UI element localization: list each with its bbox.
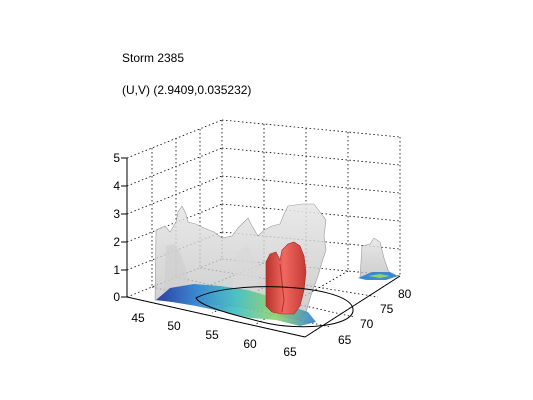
z-tick-label: 5 [113,151,120,165]
z-tick-label: 4 [113,179,120,193]
chart-title: Storm 2385 [122,51,184,65]
y-tick-label: 75 [380,302,394,316]
y-tick-labels: 65 70 75 80 [338,287,412,347]
z-tick-label: 1 [113,263,120,277]
x-tick-label: 65 [283,345,297,359]
x-tick-label: 55 [205,328,219,342]
x-tick-label: 50 [167,319,181,333]
y-tick-label: 70 [360,317,374,331]
z-tick-labels: 0 1 2 3 4 5 [113,151,120,304]
x-tick-label: 45 [131,311,145,325]
x-tick-labels: 45 50 55 60 65 [131,311,297,359]
z-tick-label: 0 [113,290,120,304]
chart-subtitle: (U,V) (2.9409,0.035232) [122,83,251,97]
y-tick-label: 80 [398,287,412,301]
z-tick-label: 2 [113,235,120,249]
base-colormap [156,272,398,326]
axis-lines [126,158,401,338]
y-tick-label: 65 [338,333,352,347]
tick-marks [121,157,127,298]
core-isosurface [265,241,307,315]
storm-track [195,286,354,328]
z-tick-label: 3 [113,207,120,221]
x-tick-label: 60 [243,337,257,351]
